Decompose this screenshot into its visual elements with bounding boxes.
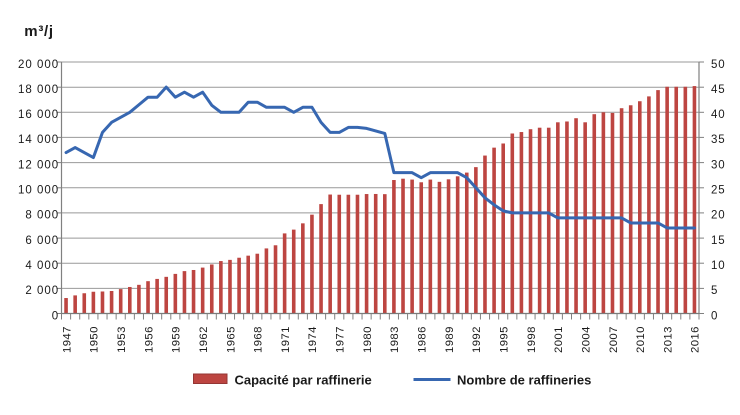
svg-text:1977: 1977 bbox=[335, 326, 347, 353]
svg-text:1950: 1950 bbox=[89, 326, 101, 353]
svg-text:2007: 2007 bbox=[608, 326, 620, 353]
svg-text:2016: 2016 bbox=[690, 326, 702, 353]
svg-text:6 000: 6 000 bbox=[25, 235, 59, 247]
svg-text:2 000: 2 000 bbox=[25, 285, 59, 297]
svg-text:1983: 1983 bbox=[389, 326, 401, 353]
svg-text:35: 35 bbox=[711, 134, 725, 146]
svg-text:10: 10 bbox=[711, 260, 725, 272]
svg-text:20: 20 bbox=[711, 210, 725, 222]
svg-text:1989: 1989 bbox=[444, 326, 456, 353]
svg-text:40: 40 bbox=[711, 109, 725, 121]
svg-text:18 000: 18 000 bbox=[18, 84, 59, 96]
svg-text:m³/j: m³/j bbox=[24, 23, 53, 40]
svg-text:1992: 1992 bbox=[471, 326, 483, 353]
svg-text:20 000: 20 000 bbox=[18, 59, 59, 71]
svg-text:2001: 2001 bbox=[553, 326, 565, 353]
svg-text:10 000: 10 000 bbox=[18, 185, 59, 197]
svg-text:2004: 2004 bbox=[581, 326, 593, 353]
svg-text:1980: 1980 bbox=[362, 326, 374, 353]
svg-text:0: 0 bbox=[52, 310, 59, 322]
svg-text:1974: 1974 bbox=[307, 326, 319, 353]
svg-text:1971: 1971 bbox=[280, 326, 292, 353]
svg-text:1965: 1965 bbox=[225, 326, 237, 353]
svg-text:2010: 2010 bbox=[635, 326, 647, 353]
svg-text:30: 30 bbox=[711, 159, 725, 171]
svg-text:14 000: 14 000 bbox=[18, 134, 59, 146]
svg-text:8 000: 8 000 bbox=[25, 210, 59, 222]
svg-text:1968: 1968 bbox=[253, 326, 265, 353]
svg-text:1995: 1995 bbox=[499, 326, 511, 353]
svg-text:25: 25 bbox=[711, 185, 725, 197]
svg-text:1956: 1956 bbox=[143, 326, 155, 353]
svg-text:12 000: 12 000 bbox=[18, 159, 59, 171]
svg-text:1959: 1959 bbox=[171, 326, 183, 353]
svg-text:1986: 1986 bbox=[417, 326, 429, 353]
svg-text:0: 0 bbox=[711, 310, 718, 322]
svg-text:4 000: 4 000 bbox=[25, 260, 59, 272]
svg-text:45: 45 bbox=[711, 84, 725, 96]
svg-text:1947: 1947 bbox=[61, 326, 73, 353]
svg-text:5: 5 bbox=[711, 285, 718, 297]
svg-text:16 000: 16 000 bbox=[18, 109, 59, 121]
svg-text:1962: 1962 bbox=[198, 326, 210, 353]
svg-text:Capacité par raffinerie: Capacité par raffinerie bbox=[235, 373, 372, 388]
svg-text:2013: 2013 bbox=[662, 326, 674, 353]
svg-text:1953: 1953 bbox=[116, 326, 128, 353]
svg-text:1998: 1998 bbox=[526, 326, 538, 353]
svg-text:15: 15 bbox=[711, 235, 725, 247]
svg-text:50: 50 bbox=[711, 59, 725, 71]
svg-text:Nombre de raffineries: Nombre de raffineries bbox=[457, 373, 591, 388]
